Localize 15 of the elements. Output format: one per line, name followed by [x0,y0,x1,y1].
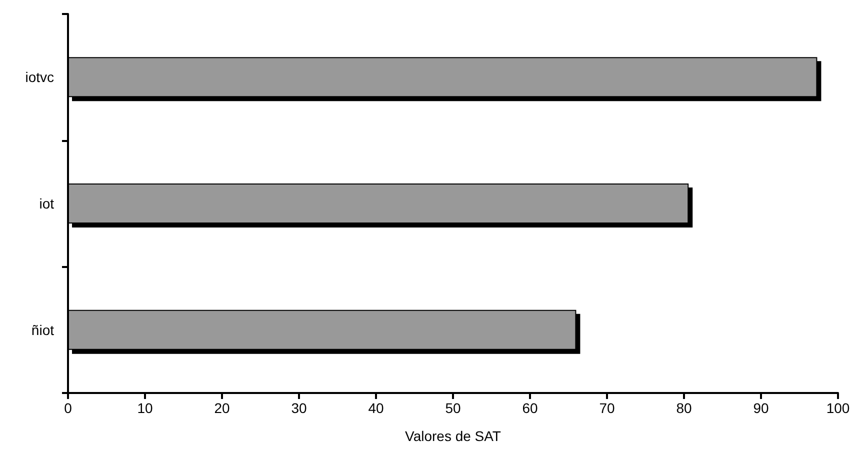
x-tick-label: 0 [64,400,72,416]
x-tick-label: 20 [214,400,230,416]
x-tick-label: 40 [368,400,384,416]
x-tick-label: 60 [522,400,538,416]
x-tick-label: 100 [826,400,850,416]
y-tick-label: ñiot [31,322,54,338]
y-tick-label: iotvc [25,69,54,86]
x-tick-label: 10 [137,400,153,416]
x-tick-label: 70 [599,400,615,416]
x-axis-title: Valores de SAT [405,428,502,444]
x-tick-label: 80 [676,400,692,416]
x-tick-label: 90 [753,400,769,416]
y-tick-label: iot [39,196,54,212]
x-tick-label: 30 [291,400,307,416]
x-tick-label: 50 [445,400,461,416]
